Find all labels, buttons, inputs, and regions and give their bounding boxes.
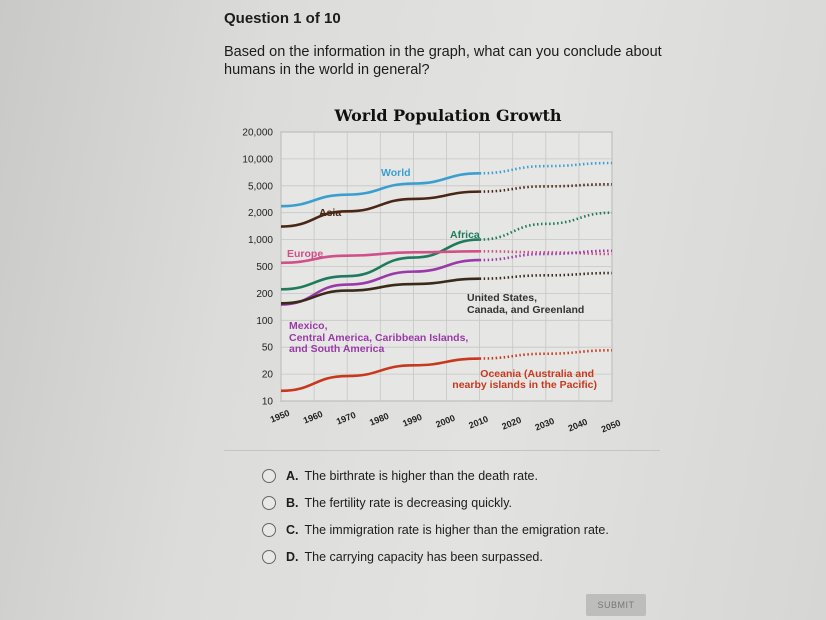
choice-d-text: The carrying capacity has been surpassed… [304,550,543,564]
x-tick-label: 1950 [269,408,291,425]
chart-title: World Population Growth [333,106,561,125]
y-tick-label: 200 [256,289,273,300]
choice-a[interactable]: A. The birthrate is higher than the deat… [262,469,538,483]
radio-d[interactable] [262,550,276,564]
choice-d[interactable]: D. The carrying capacity has been surpas… [262,550,543,564]
radio-b[interactable] [262,496,276,510]
label-asia: Asia [319,207,341,219]
series-line-1 [280,190,480,228]
x-tick-label: 1990 [401,412,423,429]
series-line-6 [280,357,480,393]
choice-b-text: The fertility rate is decreasing quickly… [304,496,513,510]
radio-a[interactable] [262,469,276,483]
question-number: Question 1 of 10 [224,10,341,27]
submit-button[interactable]: SUBMIT [586,594,646,616]
x-tick-label: 1970 [335,410,357,427]
radio-c[interactable] [262,523,276,537]
label-latam-3: and South America [289,343,384,355]
choice-c-text: The immigration rate is higher than the … [304,523,609,537]
label-africa: Africa [450,229,480,241]
x-tick-label: 2000 [434,413,456,430]
label-latam-2: Central America, Caribbean Islands, [289,332,468,344]
y-tick-label: 5,000 [248,181,273,192]
x-tick-label: 2050 [600,418,622,435]
y-tick-label: 500 [256,262,273,273]
x-tick-label: 2030 [534,416,556,433]
series-line-2 [280,238,480,291]
label-na-2: Canada, and Greenland [467,304,584,316]
choice-c[interactable]: C. The immigration rate is higher than t… [262,523,609,537]
series-line-5 [280,277,480,305]
choice-b-letter: B. [286,496,299,510]
series-projection-2 [479,211,613,241]
label-latam: Mexico, Central America, Caribbean Islan… [289,320,471,355]
y-tick-label: 10 [262,397,274,408]
y-tick-label: 100 [256,316,273,327]
x-tick-label: 1960 [302,409,324,426]
y-tick-label: 50 [262,343,274,354]
label-oceania: Oceania (Australia and nearby islands in… [452,368,597,391]
series-line-4 [280,258,480,306]
label-oceania-1: Oceania (Australia and [480,368,594,380]
x-tick-label: 2020 [500,415,522,432]
divider [224,450,660,451]
y-tick-label: 1,000 [248,235,273,246]
label-world: World [381,167,411,179]
choice-a-letter: A. [286,469,299,483]
label-north-america: United States, Canada, and Greenland [467,292,584,316]
label-na-1: United States, [467,292,537,304]
x-tick-label: 1980 [368,411,390,428]
label-oceania-2: nearby islands in the Pacific) [452,379,597,391]
y-tick-label: 10,000 [242,154,273,165]
label-latam-1: Mexico, [289,320,328,332]
choice-b[interactable]: B. The fertility rate is decreasing quic… [262,496,512,510]
choice-a-text: The birthrate is higher than the death r… [304,469,538,483]
label-europe: Europe [287,248,323,260]
series-line-3 [280,249,480,265]
question-text: Based on the information in the graph, w… [224,44,662,78]
y-tick-label: 20,000 [242,128,273,139]
y-tick-label: 2,000 [248,208,273,219]
y-tick-label: 20 [262,370,274,381]
choice-c-letter: C. [286,523,299,537]
x-tick-label: 2040 [567,417,589,434]
series-line-0 [280,172,480,208]
x-tick-label: 2010 [467,414,489,431]
choice-d-letter: D. [286,550,299,564]
